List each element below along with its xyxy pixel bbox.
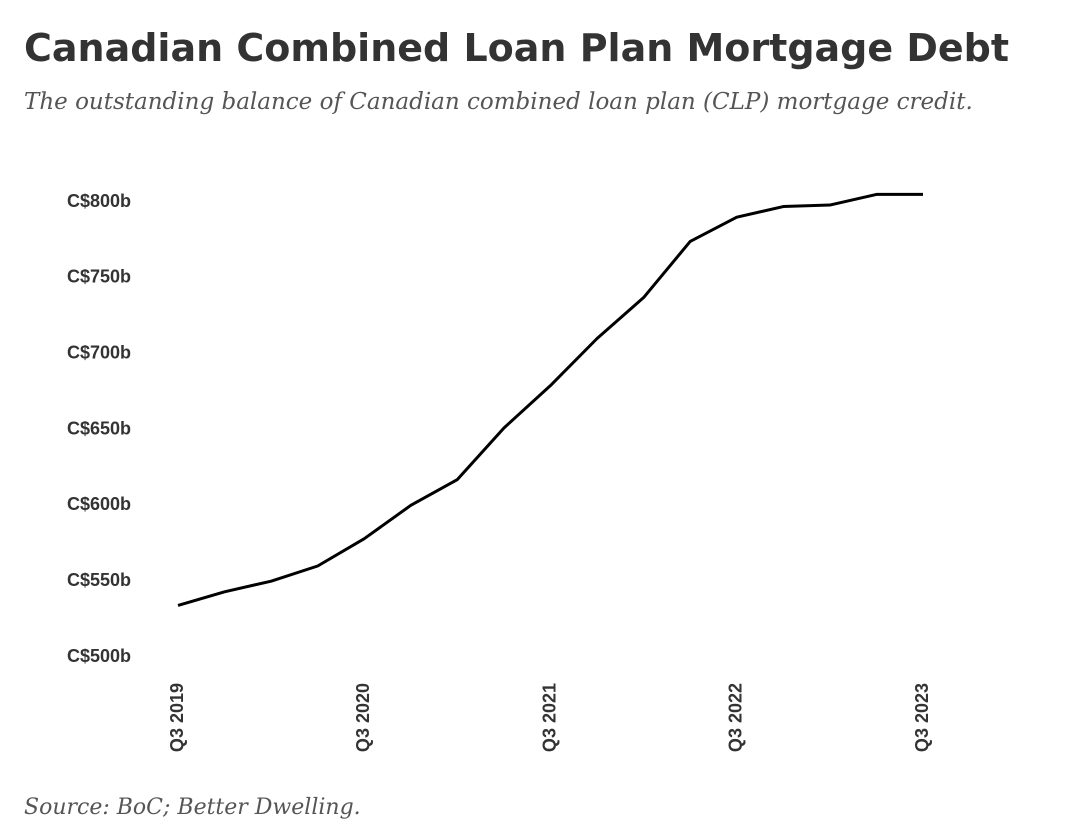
x-tick-label: Q3 2021 xyxy=(539,683,559,752)
source-note: Source: BoC; Better Dwelling. xyxy=(24,795,361,820)
y-tick-label: C$550b xyxy=(67,570,131,590)
x-tick-label: Q3 2020 xyxy=(353,683,373,752)
chart-title: Canadian Combined Loan Plan Mortgage Deb… xyxy=(24,26,1009,70)
y-tick-label: C$700b xyxy=(67,342,131,362)
y-tick-label: C$800b xyxy=(67,191,131,211)
x-tick-label: Q3 2022 xyxy=(726,683,746,752)
x-tick-label: Q3 2019 xyxy=(167,683,187,752)
chart-subtitle: The outstanding balance of Canadian comb… xyxy=(24,89,973,115)
x-tick-label: Q3 2023 xyxy=(912,683,932,752)
y-tick-label: C$600b xyxy=(67,494,131,514)
y-tick-label: C$650b xyxy=(67,418,131,438)
y-tick-label: C$750b xyxy=(67,267,131,287)
data-line xyxy=(177,192,923,607)
y-tick-label: C$500b xyxy=(67,646,131,666)
